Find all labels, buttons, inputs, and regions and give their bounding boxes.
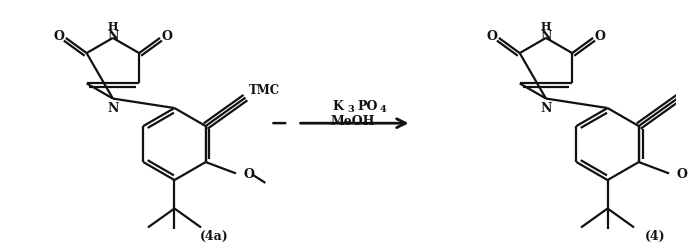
Text: MeOH: MeOH [331, 115, 375, 128]
Text: O: O [487, 30, 498, 43]
Text: O: O [161, 30, 172, 43]
Text: (4): (4) [644, 230, 665, 242]
Text: −: − [269, 112, 288, 134]
Text: 3: 3 [347, 106, 354, 114]
Text: 4: 4 [379, 106, 386, 114]
Text: N: N [107, 30, 119, 44]
Text: O: O [594, 30, 605, 43]
Text: O: O [54, 30, 64, 43]
Text: H: H [108, 21, 118, 32]
Text: H: H [541, 21, 551, 32]
Text: PO: PO [357, 100, 377, 113]
Text: TMC: TMC [249, 83, 280, 97]
Text: K: K [332, 100, 343, 113]
Text: O: O [677, 168, 688, 181]
Text: N: N [540, 30, 552, 44]
Text: (4a): (4a) [200, 230, 229, 242]
Text: N: N [107, 102, 119, 115]
Text: O: O [243, 168, 254, 181]
Text: N: N [540, 102, 552, 115]
